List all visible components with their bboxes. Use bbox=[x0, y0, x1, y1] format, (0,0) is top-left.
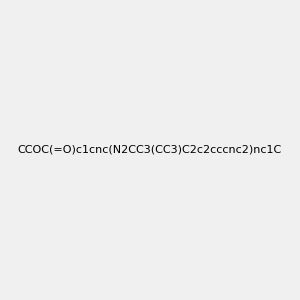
Text: CCOC(=O)c1cnc(N2CC3(CC3)C2c2cccnc2)nc1C: CCOC(=O)c1cnc(N2CC3(CC3)C2c2cccnc2)nc1C bbox=[18, 145, 282, 155]
